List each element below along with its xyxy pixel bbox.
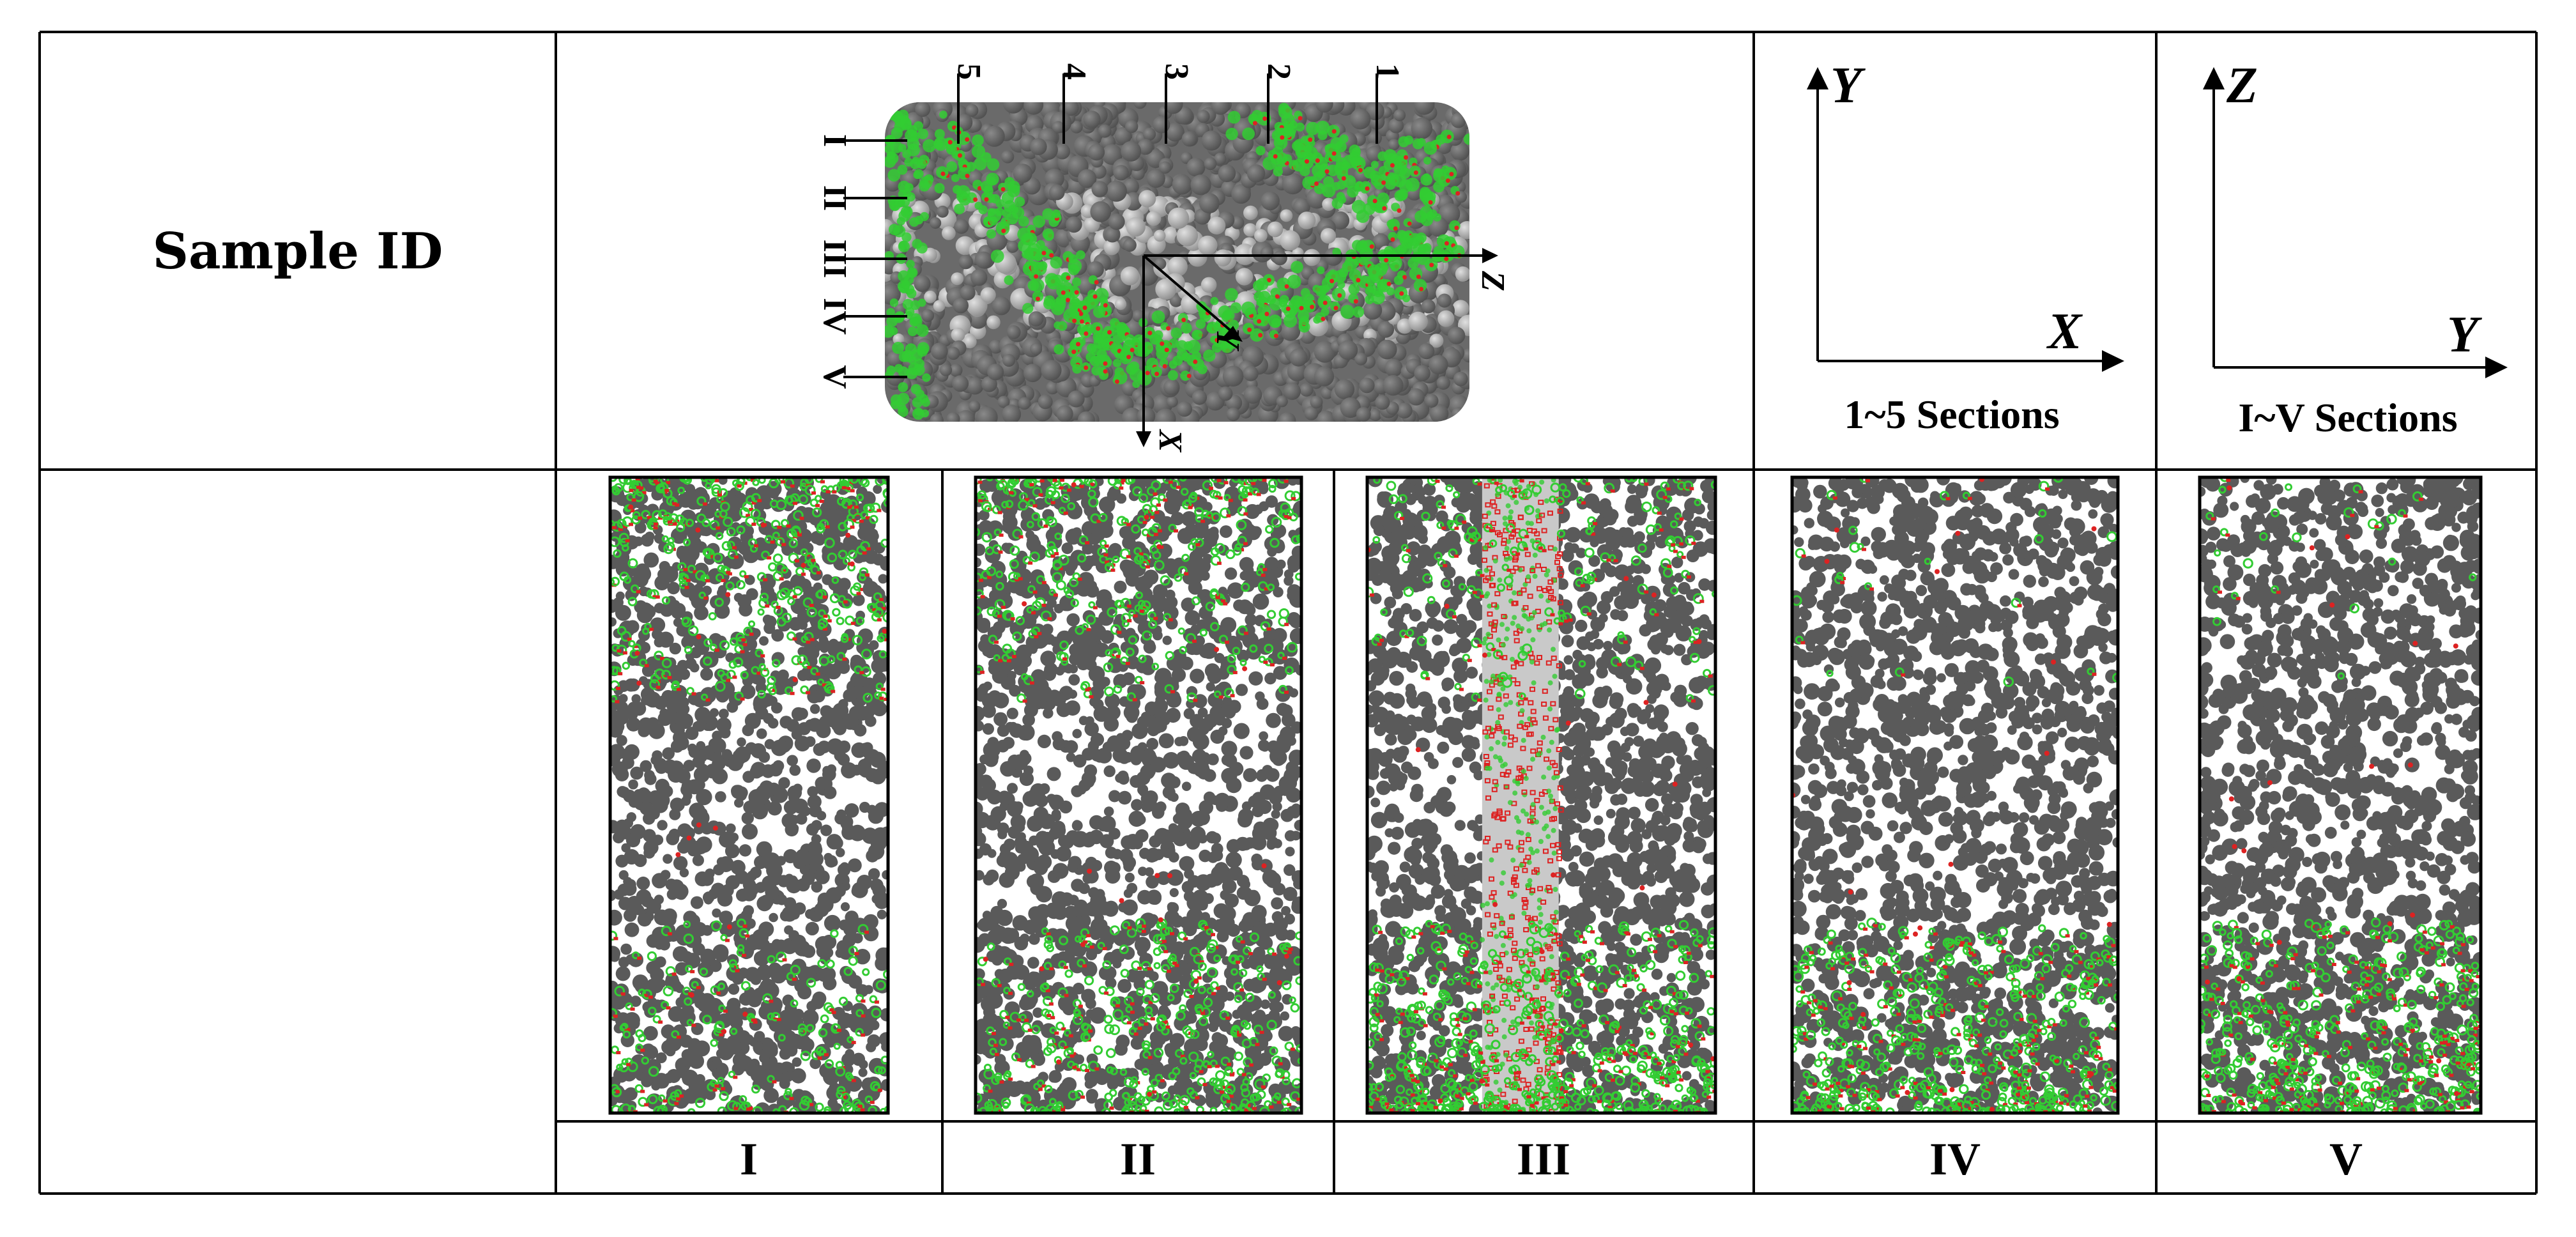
- section-number-top: 2: [1261, 63, 1297, 80]
- section-label-i: I: [740, 1133, 758, 1185]
- section-panel: [1365, 475, 1717, 1115]
- axis-x-label: X: [2046, 303, 2083, 360]
- section-markers-top: 5 4 3 2 1: [951, 63, 1406, 144]
- section-number-top: 5: [951, 63, 987, 80]
- axes-panel-xy: Y X 1~5 Sections: [1807, 58, 2124, 437]
- table-grid: [38, 31, 2538, 1195]
- axis-z-label: Z: [2226, 58, 2258, 114]
- section-panel: [1790, 475, 2120, 1115]
- section-label-v: V: [2329, 1133, 2363, 1185]
- sections-i-v-caption: I~V Sections: [2238, 395, 2457, 440]
- section-label-iv: IV: [1929, 1133, 1981, 1185]
- section-numeral-side: I: [816, 134, 853, 147]
- section-labels: I II III IV V: [740, 1133, 2363, 1185]
- section-numeral-side: III: [816, 240, 853, 279]
- section-numeral-side: IV: [816, 298, 853, 335]
- section-numeral-side: V: [816, 365, 853, 389]
- model-axis-z-label: Z: [1475, 270, 1511, 291]
- sample-id-header: Sample ID: [153, 222, 443, 280]
- section-panel: [974, 475, 1303, 1115]
- sections-1-5-caption: 1~5 Sections: [1844, 392, 2059, 437]
- section-number-top: 3: [1158, 63, 1195, 80]
- section-panel: [608, 475, 890, 1115]
- model-axis-y-label: Y: [1209, 328, 1246, 351]
- cylinder-particles: [885, 102, 1469, 422]
- axis-y2-label: Y: [2447, 307, 2482, 363]
- model-axis-x-label: X: [1152, 429, 1188, 453]
- section-label-ii: II: [1120, 1133, 1156, 1185]
- section-panels: [608, 475, 2483, 1115]
- axes-panel-yz: Z Y I~V Sections: [2203, 58, 2508, 440]
- axis-y-label: Y: [1830, 58, 1866, 114]
- section-numeral-side: II: [816, 185, 853, 211]
- section-number-top: 4: [1056, 63, 1092, 80]
- section-number-top: 1: [1369, 63, 1406, 80]
- section-label-iii: III: [1517, 1133, 1570, 1185]
- section-panel: [2198, 475, 2483, 1115]
- model-axes: Z Y X: [1136, 248, 1511, 453]
